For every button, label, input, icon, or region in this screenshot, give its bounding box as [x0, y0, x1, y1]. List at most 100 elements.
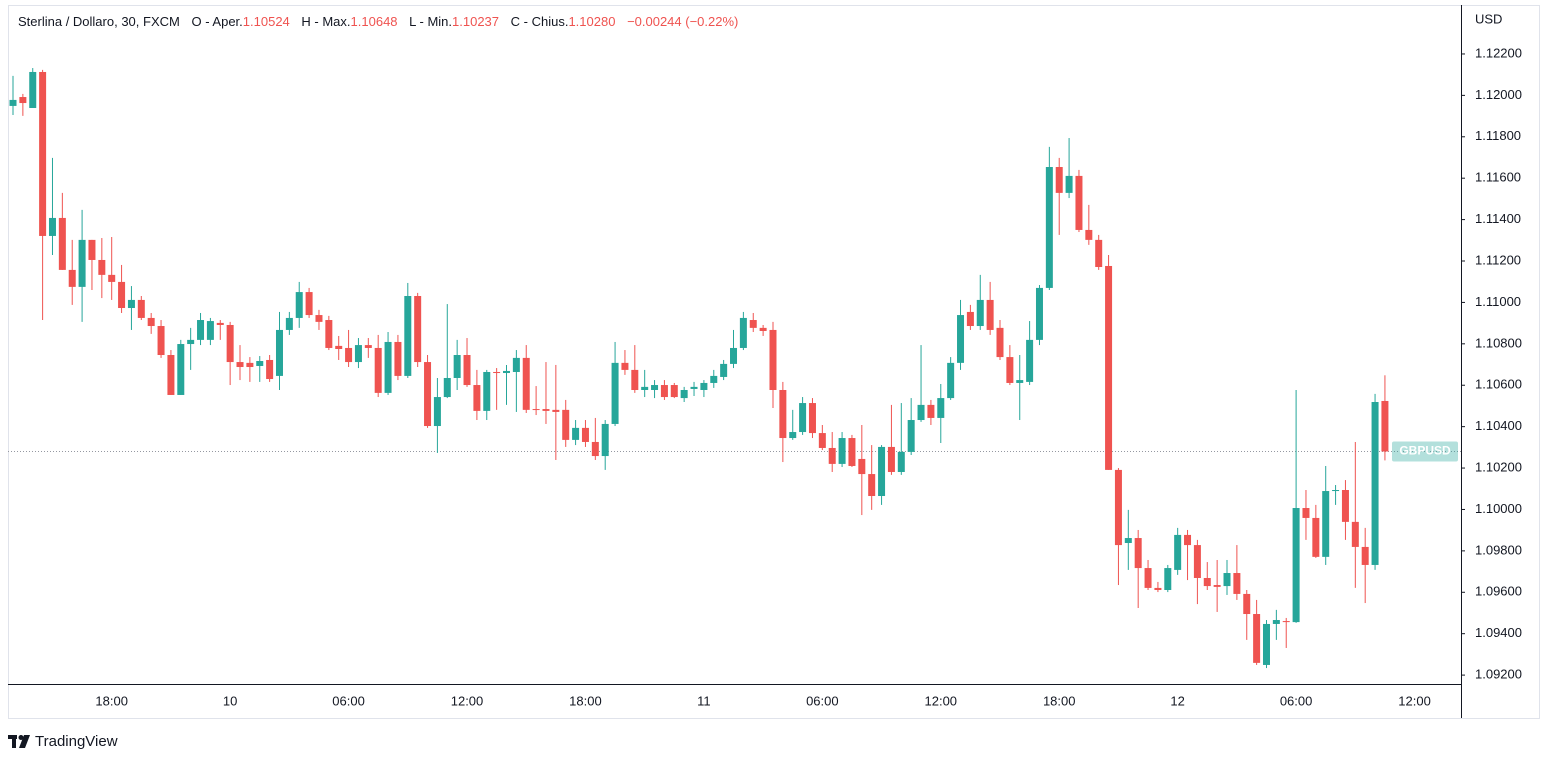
candle-body [562, 409, 570, 440]
candle-body [1006, 357, 1014, 383]
candle-body [167, 355, 175, 395]
candle-body [1095, 239, 1103, 268]
candle-body [503, 370, 510, 374]
candle-body [858, 458, 866, 475]
candle-body [789, 432, 797, 439]
candle-body [394, 341, 402, 376]
candle-body [1371, 402, 1379, 565]
candle-body [1381, 400, 1389, 452]
candle-body [29, 71, 37, 109]
ohlc-value: 1.10648 [350, 14, 398, 29]
y-tick-label: 1.10600 [1475, 377, 1522, 392]
candle-body [680, 389, 688, 399]
candle-body [374, 347, 382, 393]
candle-body [621, 362, 629, 370]
candle-body [927, 404, 935, 418]
y-tick-label: 1.10200 [1475, 459, 1522, 474]
candle-body [1026, 339, 1034, 382]
candle-body [917, 404, 925, 421]
candle-body [641, 386, 649, 390]
candle-body [58, 217, 66, 270]
candle-body [285, 317, 293, 330]
x-tick-label: 06:00 [806, 693, 839, 708]
candle-body [1302, 508, 1310, 518]
candle-body [1184, 534, 1192, 546]
candle-body [690, 386, 698, 389]
candle-body [996, 327, 1004, 358]
y-tick-label: 1.09400 [1475, 625, 1522, 640]
candle-body [878, 446, 886, 497]
candle-body [1361, 546, 1369, 565]
x-tick-label: 12:00 [925, 693, 958, 708]
candle-body [177, 344, 185, 395]
candle-body [354, 345, 362, 363]
candle-body [1144, 568, 1152, 588]
x-tick-label: 06:00 [332, 693, 365, 708]
x-tick-label: 12:00 [451, 693, 484, 708]
price-tag [1392, 441, 1458, 462]
candle-body [78, 239, 86, 287]
candle-body [1105, 265, 1113, 470]
candle-body [532, 409, 540, 411]
candle-body [907, 420, 915, 452]
candle-body [483, 371, 491, 411]
candle-body [256, 361, 264, 366]
candle-body [68, 269, 76, 287]
candle-body [1154, 587, 1162, 591]
candle-body [216, 322, 224, 325]
x-tick-label: 12:00 [1398, 693, 1431, 708]
candle-body [660, 385, 668, 398]
x-tick-label: 11 [697, 693, 711, 708]
candle-body [957, 315, 965, 363]
ohlc-label: C - Chius. [510, 14, 569, 29]
candle-body [414, 295, 422, 363]
candle-body [1253, 614, 1261, 663]
y-tick-label: 1.11200 [1475, 252, 1521, 267]
candle-body [542, 409, 550, 411]
candle-body [868, 474, 876, 497]
candle-body [1292, 508, 1300, 623]
candle-body [315, 315, 323, 322]
y-axis-label: USD [1475, 11, 1502, 26]
candle-body [552, 409, 560, 412]
candle-body [473, 385, 481, 411]
candle-body [197, 320, 205, 340]
candle-body [424, 362, 432, 427]
candle-body [966, 311, 974, 327]
y-tick-label: 1.12200 [1475, 45, 1522, 60]
candle-body [325, 320, 333, 348]
candle-body [236, 362, 244, 368]
brand-name: TradingView [35, 733, 118, 750]
candle-body [147, 317, 155, 327]
candle-body [1164, 568, 1172, 591]
candle-body [1075, 175, 1083, 230]
candle-body [345, 347, 353, 363]
candle-body [1213, 585, 1221, 587]
candle-body [335, 345, 343, 350]
candle-body [1312, 517, 1320, 557]
candle-body [572, 427, 580, 440]
candle-body [651, 385, 659, 390]
candle-body [118, 281, 126, 309]
candle-body [887, 446, 895, 472]
candle-body [433, 397, 441, 427]
candle-body [108, 274, 116, 282]
candle-body [779, 389, 787, 439]
candle-body [611, 362, 619, 424]
candle-body [769, 329, 777, 390]
x-tick-label: 18:00 [569, 693, 602, 708]
candle-body [1351, 521, 1359, 547]
candle-body [1272, 620, 1280, 624]
y-tick-label: 1.11800 [1475, 128, 1521, 143]
candle-body [1114, 469, 1122, 546]
candle-body [19, 97, 27, 104]
candle-body [818, 433, 826, 448]
candle-body [187, 339, 195, 345]
candle-body [700, 382, 708, 390]
candle-body [591, 441, 599, 457]
candle-body [305, 292, 313, 316]
y-tick-label: 1.10000 [1475, 501, 1522, 516]
candle-body [631, 369, 639, 390]
candle-body [157, 326, 165, 356]
